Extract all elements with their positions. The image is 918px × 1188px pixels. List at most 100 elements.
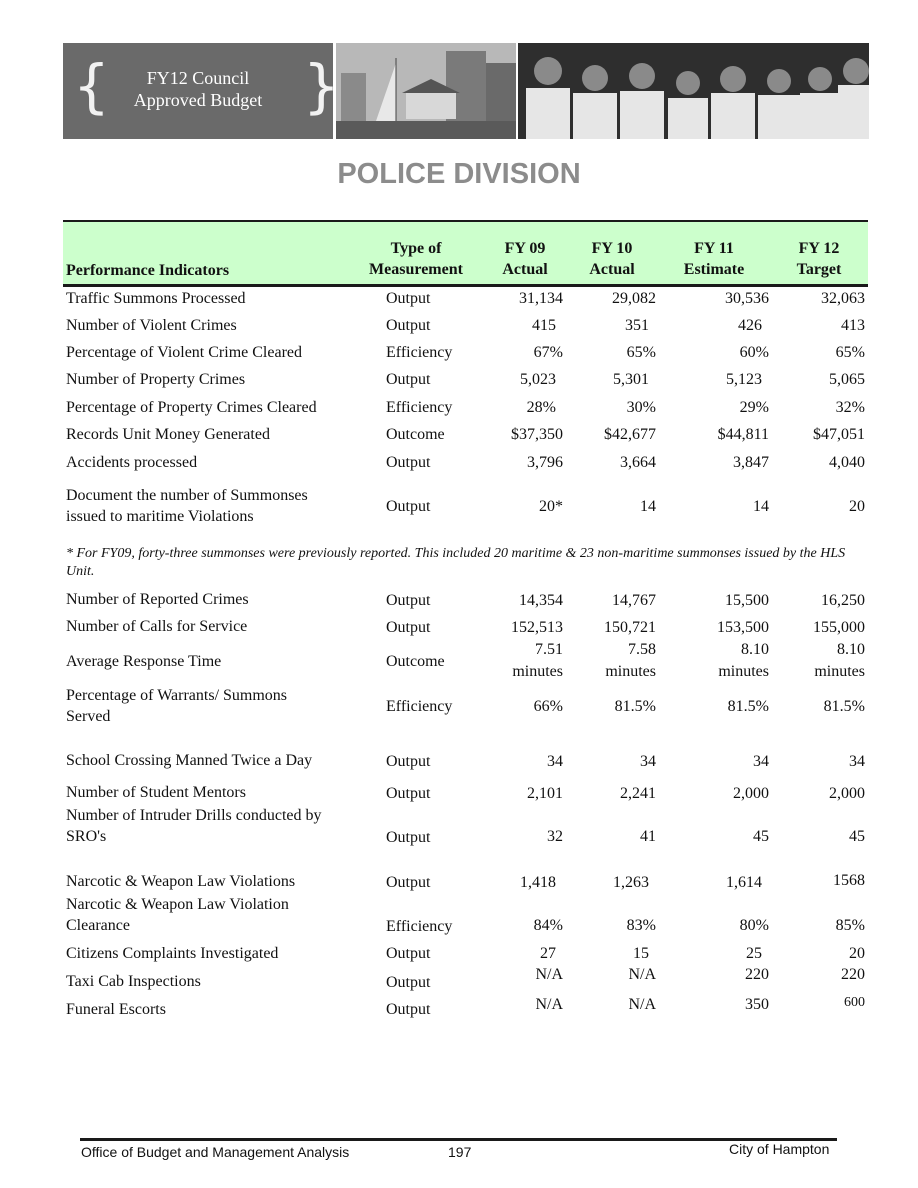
table-header: Performance Indicators Type of Measureme… <box>63 220 868 287</box>
row-type: Output <box>386 945 431 962</box>
row-fy11: 14 <box>753 498 769 515</box>
row-type: Output <box>386 785 431 802</box>
row-fy12: 220 <box>841 966 865 983</box>
row-fy10: N/A <box>628 996 656 1013</box>
row-fy09: 2,101 <box>527 785 563 802</box>
row-fy11: 3,847 <box>733 454 769 471</box>
footer-rule <box>80 1138 837 1141</box>
row-fy12: 16,250 <box>821 592 865 609</box>
row-fy09: $37,350 <box>511 426 563 443</box>
row-indicator: Number of Violent Crimes <box>66 317 237 334</box>
row-fy11-unit: minutes <box>718 663 769 680</box>
row-type: Output <box>386 498 431 515</box>
row-fy12: 32% <box>835 399 865 416</box>
col-fy11-line1: FY 11 <box>694 240 734 257</box>
row-fy11: 15,500 <box>725 592 769 609</box>
row-fy12: 2,000 <box>829 785 865 802</box>
row-fy11: 8.10 <box>741 641 769 658</box>
row-fy11: 25 <box>746 945 762 962</box>
row-fy12: 155,000 <box>813 619 865 636</box>
row-type: Output <box>386 592 431 609</box>
row-fy12: 81.5% <box>823 698 865 715</box>
row-indicator: Percentage of Property Crimes Cleared <box>66 399 317 416</box>
row-indicator-line2: Clearance <box>66 917 130 934</box>
row-fy11: 80% <box>739 917 769 934</box>
row-fy11: 5,123 <box>726 371 762 388</box>
row-fy11: 220 <box>745 966 769 983</box>
row-type: Output <box>386 619 431 636</box>
row-fy10: 1,263 <box>613 874 649 891</box>
row-fy11: 34 <box>753 753 769 770</box>
row-type: Output <box>386 753 431 770</box>
row-fy12: 413 <box>841 317 865 334</box>
row-fy10: 2,241 <box>620 785 656 802</box>
row-fy10: 7.58 <box>628 641 656 658</box>
row-indicator: Number of Calls for Service <box>66 618 248 635</box>
row-fy10: 150,721 <box>604 619 656 636</box>
row-type: Outcome <box>386 653 445 670</box>
row-indicator: Narcotic & Weapon Law Violations <box>66 873 296 890</box>
badge-title-line1: FY12 Council <box>146 68 250 88</box>
row-indicator: Funeral Escorts <box>66 1001 166 1018</box>
police-officers-photo <box>518 43 869 139</box>
row-fy09: 5,023 <box>520 371 556 388</box>
col-fy11-line2: Estimate <box>683 261 745 278</box>
row-fy10: 15 <box>633 945 649 962</box>
row-fy11: 45 <box>753 828 769 845</box>
row-type: Outcome <box>386 426 445 443</box>
row-indicator: Number of Reported Crimes <box>66 591 249 608</box>
row-fy09: 1,418 <box>520 874 556 891</box>
footer-city-name: City of Hampton <box>729 1141 830 1157</box>
col-fy09-line2: Actual <box>502 261 548 278</box>
row-fy12: 85% <box>835 917 865 934</box>
col-type-line1: Type of <box>390 240 442 257</box>
left-brace: { <box>73 52 110 120</box>
row-type: Output <box>386 1001 431 1018</box>
col-fy10-line1: FY 10 <box>591 240 633 257</box>
row-fy12: 4,040 <box>829 454 865 471</box>
city-waterfront-photo <box>336 43 516 139</box>
row-fy09: 84% <box>533 917 563 934</box>
col-type-of-measurement: Type of Measurement <box>363 238 469 280</box>
row-fy11: 60% <box>739 344 769 361</box>
col-type-line2: Measurement <box>369 261 463 278</box>
row-fy09: 34 <box>547 753 563 770</box>
row-indicator: Traffic Summons Processed <box>66 290 246 307</box>
col-fy09-line1: FY 09 <box>504 240 546 257</box>
row-fy11: 350 <box>745 996 769 1013</box>
row-fy12: 65% <box>835 344 865 361</box>
row-indicator: Percentage of Violent Crime Cleared <box>66 344 302 361</box>
col-fy10-actual: FY 10 Actual <box>582 238 642 280</box>
row-fy10: 29,082 <box>612 290 656 307</box>
row-fy10: 14,767 <box>612 592 656 609</box>
table-footnote: * For FY09, forty-three summonses were p… <box>66 546 846 579</box>
row-fy09-unit: minutes <box>512 663 563 680</box>
row-fy10: 5,301 <box>613 371 649 388</box>
row-fy10: 65% <box>626 344 656 361</box>
row-fy12: 5,065 <box>829 371 865 388</box>
col-fy12-line2: Target <box>796 261 842 278</box>
row-fy10: 30% <box>626 399 656 416</box>
row-fy10: $42,677 <box>604 426 656 443</box>
row-type: Output <box>386 454 431 471</box>
badge-title-line2: Approved Budget <box>133 90 263 110</box>
row-fy11: 1,614 <box>726 874 762 891</box>
row-type: Efficiency <box>386 918 453 935</box>
row-fy10-unit: minutes <box>605 663 656 680</box>
right-brace: } <box>303 52 340 120</box>
row-indicator: Taxi Cab Inspections <box>66 973 201 990</box>
row-fy09: 14,354 <box>519 592 563 609</box>
col-fy09-actual: FY 09 Actual <box>495 238 555 280</box>
col-performance-indicators: Performance Indicators <box>66 262 230 279</box>
row-fy09: 415 <box>532 317 556 334</box>
row-fy12: $47,051 <box>813 426 865 443</box>
header-banner: { FY12 Council Approved Budget } <box>63 43 869 139</box>
page-number: 197 <box>448 1144 472 1160</box>
row-indicator-line2: Served <box>66 708 111 725</box>
row-fy12: 45 <box>849 828 865 845</box>
row-fy12: 34 <box>849 753 865 770</box>
row-fy12-unit: minutes <box>814 663 865 680</box>
row-fy10: N/A <box>628 966 656 983</box>
row-indicator: Accidents processed <box>66 454 198 471</box>
col-fy10-line2: Actual <box>589 261 635 278</box>
